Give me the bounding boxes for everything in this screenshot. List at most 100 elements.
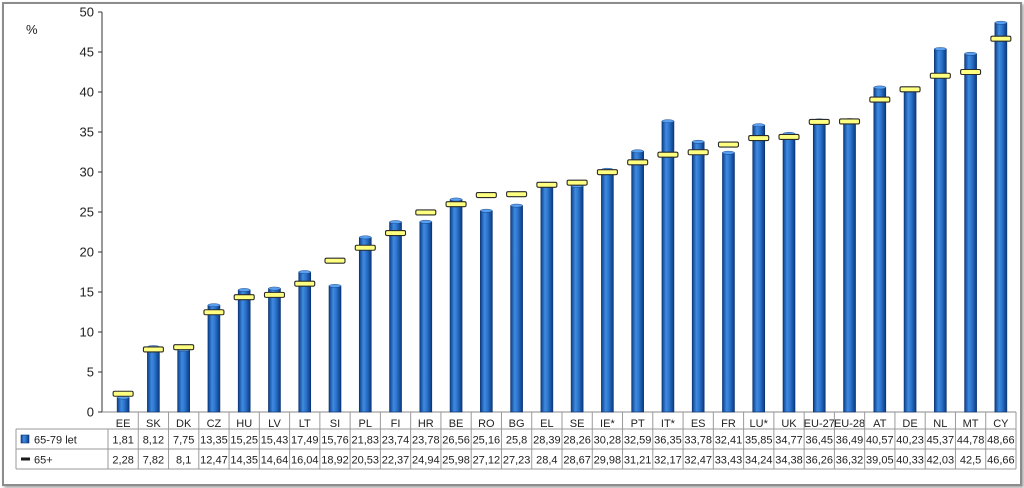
- marker-65plus: [475, 191, 497, 199]
- marker-65plus: [506, 191, 528, 198]
- table-value-65-79: 15,43: [261, 435, 289, 447]
- bar-cap: [449, 197, 463, 202]
- bar: [903, 89, 917, 413]
- table-value-65plus: 16,04: [291, 455, 319, 467]
- marker-65plus: [717, 141, 740, 148]
- table-value-65plus: 42,5: [960, 455, 981, 467]
- table-value-65-79: 36,45: [806, 435, 834, 447]
- marker-65plus: [566, 179, 588, 186]
- y-tick-label: 10: [80, 325, 94, 340]
- category-label: PT: [631, 418, 645, 430]
- bar-cap: [722, 150, 735, 155]
- marker-65plus: [687, 149, 709, 156]
- category-label: IT*: [661, 418, 676, 430]
- category-label: DK: [176, 418, 192, 430]
- bar: [419, 221, 433, 413]
- table-value-65-79: 32,59: [624, 435, 652, 447]
- category-label: SK: [146, 418, 161, 430]
- table-value-65plus: 46,66: [987, 455, 1015, 467]
- category-label: AT: [873, 418, 887, 430]
- y-tick-label: 0: [87, 405, 94, 420]
- marker-65plus: [808, 118, 830, 125]
- bar: [449, 199, 463, 413]
- bar: [843, 119, 856, 413]
- legend-label: 65-79 let: [34, 435, 77, 447]
- category-label: SI: [330, 418, 340, 430]
- y-tick-label: 30: [80, 165, 94, 180]
- marker-65plus: [778, 133, 800, 141]
- bar: [964, 53, 977, 413]
- category-label: LU*: [750, 418, 769, 430]
- bar: [934, 48, 947, 413]
- category-label: RO: [478, 418, 495, 430]
- marker-65plus: [324, 257, 346, 264]
- bar: [691, 141, 705, 413]
- marker-65plus: [445, 201, 467, 208]
- bar: [177, 349, 190, 413]
- category-label: CZ: [207, 418, 222, 430]
- category-label: EU-28: [834, 418, 865, 430]
- bar-cap: [268, 286, 281, 291]
- bar: [328, 285, 342, 413]
- category-label: BE: [449, 418, 464, 430]
- table-value-65plus: 27,23: [503, 455, 531, 467]
- table-value-65plus: 32,17: [654, 455, 682, 467]
- table-value-65plus: 14,35: [230, 455, 258, 467]
- bar-cap: [480, 208, 493, 213]
- table-value-65-79: 33,78: [684, 435, 712, 447]
- bar-cap: [328, 284, 342, 288]
- table-value-65-79: 32,41: [715, 435, 743, 447]
- marker-65plus: [142, 346, 164, 353]
- y-tick-label: 45: [80, 45, 94, 60]
- table-value-65plus: 40,33: [896, 455, 924, 467]
- table-value-65plus: 28,4: [536, 455, 557, 467]
- table-value-65plus: 31,21: [624, 455, 652, 467]
- bar: [873, 87, 887, 413]
- marker-65plus: [112, 390, 134, 397]
- category-label: LV: [268, 418, 281, 430]
- table-value-65-79: 25,16: [473, 435, 501, 447]
- table-value-65-79: 34,77: [775, 435, 803, 447]
- bar-cap: [752, 123, 765, 127]
- table-value-65plus: 14,64: [261, 455, 289, 467]
- table-value-65-79: 23,78: [412, 435, 440, 447]
- marker-65plus: [203, 309, 225, 316]
- category-label: EE: [116, 418, 131, 430]
- y-tick-label: 5: [87, 365, 94, 380]
- legend-key-marker: [21, 457, 30, 461]
- category-label: IE*: [600, 418, 615, 430]
- table-value-65plus: 36,26: [806, 455, 834, 467]
- marker-65plus: [990, 35, 1012, 42]
- bar: [631, 150, 644, 413]
- marker-65plus: [869, 96, 891, 103]
- category-label: FR: [721, 418, 736, 430]
- bar: [147, 346, 160, 413]
- category-label: DE: [902, 418, 917, 430]
- marker-65plus: [233, 294, 255, 301]
- marker-65plus: [838, 118, 861, 125]
- marker-65plus: [627, 159, 649, 166]
- table-value-65-79: 44,78: [957, 435, 985, 447]
- category-label: BG: [509, 418, 525, 430]
- marker-65plus: [929, 72, 951, 79]
- table-value-65-79: 15,76: [321, 435, 349, 447]
- category-label: CY: [993, 418, 1009, 430]
- table-value-65plus: 20,53: [352, 455, 380, 467]
- table-value-65-79: 7,75: [173, 435, 194, 447]
- marker-65plus: [960, 68, 982, 76]
- bar: [268, 288, 281, 413]
- y-tick-label: 40: [80, 85, 94, 100]
- bar: [480, 210, 493, 413]
- category-label: NL: [933, 418, 947, 430]
- legend-key-bar: [20, 434, 30, 444]
- table-value-65plus: 28,67: [563, 455, 591, 467]
- bar-cap: [661, 119, 675, 123]
- table-value-65plus: 22,37: [382, 455, 410, 467]
- table-value-65plus: 27,12: [473, 455, 501, 467]
- bar: [298, 271, 312, 413]
- table-value-65-79: 21,83: [352, 435, 380, 447]
- bar: [389, 221, 402, 413]
- bar-cap: [237, 288, 251, 292]
- bar-cap: [510, 203, 523, 208]
